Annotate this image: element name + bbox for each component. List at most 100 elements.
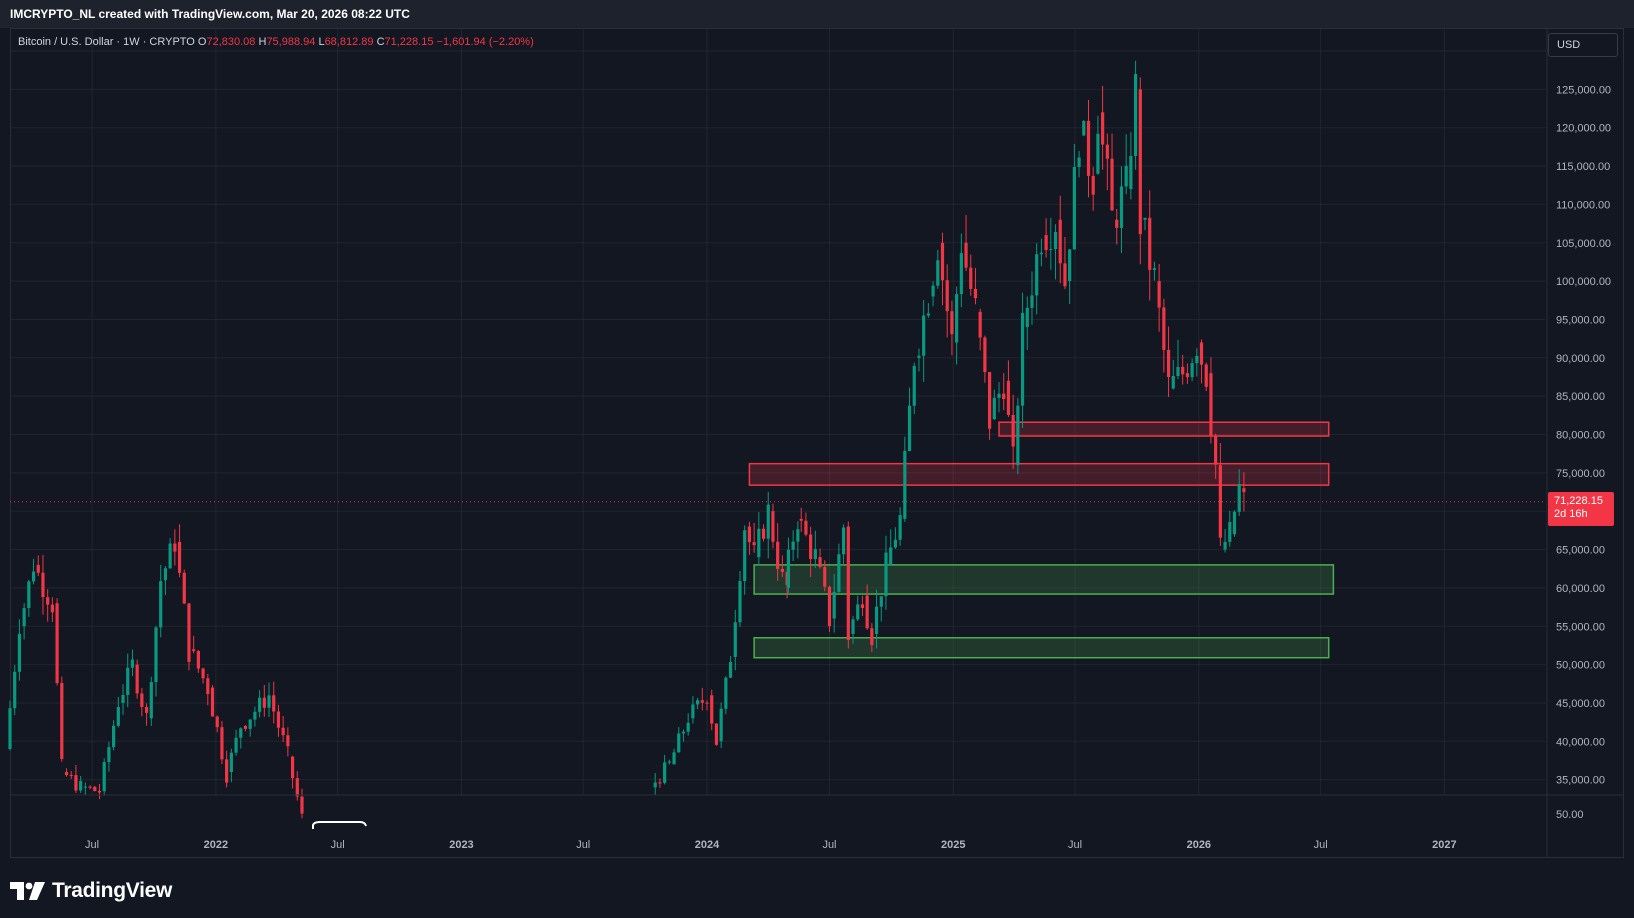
candle-body [1110, 158, 1114, 211]
candle-body [681, 731, 686, 734]
y-tick-label: 55,000.00 [1556, 621, 1605, 633]
y-tick-label: 60,000.00 [1556, 583, 1605, 595]
candle-body [1049, 249, 1053, 251]
y-tick-label: 65,000.00 [1556, 545, 1605, 557]
candle-body [827, 586, 832, 627]
footer [0, 858, 1634, 918]
candle-body [1105, 144, 1109, 159]
y-tick-label: 105,000.00 [1556, 238, 1611, 250]
y-tick-label: 35,000.00 [1556, 775, 1605, 787]
candle-body [747, 526, 752, 543]
candle-body [36, 564, 40, 573]
attribution-text: IMCRYPTO_NL created with TradingView.com… [10, 7, 410, 21]
candle-body [243, 725, 248, 729]
candle-body [154, 627, 158, 683]
candle-body [663, 762, 667, 783]
candle-body [931, 285, 935, 297]
legend-high-label: H [258, 36, 267, 48]
candle-body [74, 775, 78, 791]
candle-body [258, 697, 262, 712]
legend-close-label: C [376, 36, 385, 48]
candle-body [1068, 249, 1072, 282]
candle-body [1148, 217, 1152, 270]
y-tick-label: 100,000.00 [1556, 276, 1611, 288]
zones-layer [748, 421, 1335, 659]
candle-body [1232, 511, 1237, 535]
y-tick-label: 115,000.00 [1556, 161, 1610, 173]
candle-body [69, 775, 73, 777]
x-tick-label: 2022 [204, 839, 228, 851]
candle-body [55, 603, 59, 684]
candle-body [743, 530, 747, 582]
currency-button[interactable]: USD [1548, 33, 1618, 57]
candle-body [846, 526, 850, 640]
y-tick-label: 45,000.00 [1556, 698, 1605, 710]
candle-body [907, 405, 912, 451]
tradingview-logo[interactable]: TradingView [10, 878, 172, 904]
legend-low-value: 68,812.89 [324, 36, 374, 48]
candle-body [1204, 364, 1208, 387]
candle-body [276, 711, 281, 728]
candle-body [926, 313, 930, 316]
candle-body [31, 571, 36, 582]
candle-body [1152, 268, 1157, 270]
candle-body [978, 311, 982, 338]
candle-body [201, 668, 205, 679]
candle-body [295, 778, 299, 797]
candle-body [856, 604, 860, 620]
candle-body [719, 708, 723, 742]
candle-body [206, 678, 210, 695]
candle-body [997, 393, 1001, 398]
candle-body [1223, 541, 1227, 550]
price-axis: 35,000.00 40,000.00 45,000.00 50,000.00 55,0… [1556, 46, 1611, 787]
y-tick-label: 120,000.00 [1556, 123, 1611, 135]
x-tick-label: Jul [1314, 839, 1328, 851]
candle-body [796, 529, 800, 542]
candle-body [126, 667, 130, 695]
candle-body [832, 591, 836, 619]
candle-body [653, 782, 657, 788]
candle-body [163, 568, 168, 581]
legend-low-label: L [318, 36, 325, 48]
last-price-tag: 71,228.15 2d 16h [1548, 491, 1614, 526]
candle-body [168, 543, 172, 569]
candle-body [116, 707, 120, 726]
candle-body [714, 723, 719, 745]
candle-body [1002, 393, 1006, 400]
candle-body [1228, 521, 1232, 542]
candle-body [1133, 74, 1138, 156]
candle-body [182, 572, 186, 604]
candle-body [1020, 312, 1025, 406]
candle-body [766, 504, 770, 539]
x-tick-label: Jul [822, 839, 836, 851]
legend-close-value: 71,228.15 [384, 36, 434, 48]
candle-body [710, 695, 714, 724]
candle-body [776, 541, 780, 569]
candle-body [987, 372, 992, 429]
candle-body [865, 595, 869, 629]
candle-body [884, 552, 888, 597]
candle-body [17, 633, 22, 672]
candle-body [1242, 488, 1246, 493]
candle-body [262, 697, 266, 708]
y-tick-label: 90,000.00 [1556, 353, 1605, 365]
candle-body [83, 786, 87, 788]
chart-frame[interactable] [10, 28, 1624, 858]
candle-body [672, 752, 676, 765]
candle-body [1185, 373, 1189, 378]
candle-body [210, 687, 215, 717]
candle-body [1035, 254, 1039, 296]
candle-body [300, 796, 304, 814]
candle-body [196, 650, 200, 669]
resistance-zone [998, 421, 1330, 437]
candle-body [879, 596, 883, 607]
candle-body [1082, 120, 1086, 136]
candle-body [107, 747, 111, 763]
candle-body [950, 311, 954, 335]
candle-body [88, 786, 92, 788]
candle-body [1096, 133, 1100, 174]
support-zone [753, 637, 1330, 659]
last-price-value: 71,228.15 [1554, 494, 1603, 507]
candle-body [752, 542, 756, 546]
